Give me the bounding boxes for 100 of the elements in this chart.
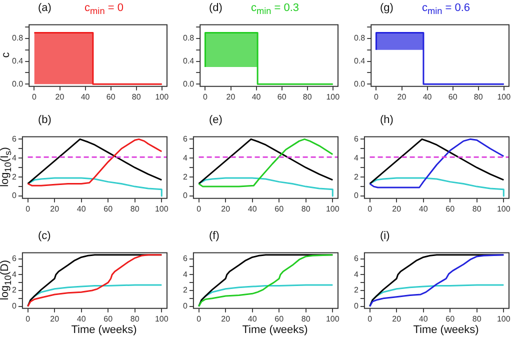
- x-tick-label: 40: [422, 92, 432, 102]
- y-tick-label: 0.4: [12, 56, 24, 66]
- x-tick-label: 0: [368, 314, 373, 324]
- chart-title: (a): [38, 2, 52, 14]
- x-tick-label: 40: [248, 204, 258, 214]
- x-tick-label: 100: [497, 92, 512, 102]
- x-tick-label: 40: [76, 314, 86, 324]
- y-tick-label: 2: [12, 172, 17, 182]
- x-tick-label: 100: [154, 204, 169, 214]
- x-axis-title: Time (weeks): [241, 324, 309, 336]
- x-tick-label: 20: [397, 92, 407, 102]
- x-tick-label: 60: [106, 92, 116, 102]
- y-tick-label: 4: [12, 153, 17, 162]
- x-tick-label: 100: [326, 204, 340, 214]
- x-axis-title: Time (weeks): [70, 324, 138, 336]
- y-tick-label: 2: [12, 286, 17, 295]
- y-tick-label: 2: [182, 172, 188, 182]
- x-tick-label: 0: [368, 204, 373, 214]
- chart-title: (c): [38, 230, 51, 242]
- y-tick-label: 6: [182, 254, 188, 264]
- x-tick-label: 0: [196, 204, 202, 214]
- x-tick-label: 0: [203, 92, 208, 102]
- x-tick-label: 60: [277, 92, 287, 102]
- chart-subtitle: c$_{min}$ = 0.3: [250, 2, 300, 16]
- x-tick-label: 100: [496, 204, 511, 214]
- y-tick-label: 0.4: [182, 56, 195, 66]
- y-tick-label: 0.0: [182, 79, 195, 88]
- x-tick-label: 60: [446, 314, 456, 324]
- chart-title: (e): [209, 114, 222, 126]
- x-tick-label: 20: [221, 204, 231, 214]
- y-tick-label: 0.0: [12, 79, 24, 88]
- y-tick-label: 2: [354, 172, 359, 182]
- x-tick-label: 40: [252, 92, 262, 102]
- x-tick-label: 0: [374, 92, 379, 102]
- x-tick-label: 20: [55, 92, 65, 102]
- x-tick-label: 80: [132, 92, 142, 102]
- y-tick-label: 6: [354, 254, 359, 264]
- chart-subtitle: c$_{min}$ = 0: [84, 2, 124, 16]
- x-tick-label: 100: [496, 314, 511, 324]
- x-tick-label: 0: [32, 92, 37, 102]
- y-tick-label: 0: [12, 191, 17, 200]
- x-tick-label: 60: [104, 204, 114, 214]
- x-tick-label: 40: [76, 204, 86, 214]
- x-tick-label: 20: [221, 314, 231, 324]
- chart-title: (g): [380, 2, 394, 14]
- chart-title: (b): [38, 114, 52, 126]
- y-tick-label: 0: [354, 302, 359, 311]
- x-tick-label: 80: [302, 92, 312, 102]
- x-tick-label: 80: [301, 314, 311, 324]
- x-tick-label: 60: [104, 314, 114, 324]
- y-tick-label: 2: [182, 286, 188, 295]
- x-tick-label: 40: [418, 314, 428, 324]
- x-tick-label: 20: [226, 92, 236, 102]
- y-tick-label: 4: [354, 153, 359, 162]
- x-tick-label: 100: [326, 92, 340, 102]
- y-tick-label: 6: [182, 134, 188, 144]
- y-tick-label: 4: [182, 153, 188, 162]
- y-tick-label: 2: [354, 286, 359, 295]
- x-tick-label: 40: [418, 204, 428, 214]
- y-tick-label: 0.4: [354, 56, 366, 66]
- y-tick-label: 0.8: [354, 34, 366, 43]
- chart-title: (d): [209, 2, 222, 14]
- y-tick-label: 0: [354, 191, 359, 200]
- x-tick-label: 20: [50, 314, 60, 324]
- y-tick-label: 6: [354, 134, 359, 144]
- x-tick-label: 20: [50, 204, 60, 214]
- chart-title: (h): [380, 114, 394, 126]
- x-tick-label: 80: [130, 204, 140, 214]
- x-tick-label: 100: [326, 314, 340, 324]
- y-tick-label: 6: [12, 134, 17, 144]
- x-tick-label: 60: [446, 204, 456, 214]
- y-tick-label: 4: [12, 270, 17, 279]
- chart-subtitle: c$_{min}$ = 0.6: [422, 2, 470, 16]
- x-tick-label: 0: [196, 314, 202, 324]
- x-tick-label: 60: [448, 92, 458, 102]
- x-tick-label: 40: [80, 92, 90, 102]
- y-axis-title: c: [0, 52, 12, 58]
- chart-title: (f): [209, 230, 220, 242]
- y-tick-label: 0: [182, 191, 188, 200]
- x-tick-label: 80: [474, 92, 484, 102]
- x-tick-label: 40: [248, 314, 258, 324]
- y-tick-label: 0: [182, 302, 188, 311]
- x-tick-label: 100: [155, 92, 170, 102]
- x-tick-label: 80: [301, 204, 311, 214]
- y-tick-label: 0: [12, 302, 17, 311]
- x-tick-label: 80: [472, 314, 482, 324]
- x-tick-label: 20: [392, 204, 402, 214]
- x-tick-label: 0: [26, 204, 31, 214]
- y-tick-label: 0.0: [354, 79, 366, 88]
- x-tick-label: 20: [392, 314, 402, 324]
- x-tick-label: 100: [154, 314, 169, 324]
- y-tick-label: 0.8: [12, 34, 24, 43]
- y-tick-label: 4: [182, 270, 188, 279]
- x-axis-title: Time (weeks): [412, 324, 480, 336]
- y-tick-label: 6: [12, 254, 17, 264]
- chart-title: (i): [380, 230, 390, 242]
- x-tick-label: 80: [472, 204, 482, 214]
- x-tick-label: 60: [274, 204, 284, 214]
- y-tick-label: 0.8: [182, 34, 195, 43]
- y-tick-label: 4: [354, 270, 359, 279]
